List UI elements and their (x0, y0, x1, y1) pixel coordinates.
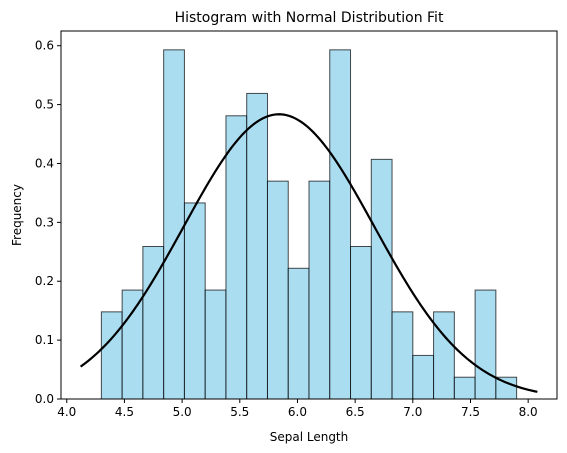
histogram-bar (412, 354, 435, 400)
y-tick-label: 0.3 (35, 215, 54, 229)
histogram-bar (391, 311, 414, 400)
histogram-bar (204, 289, 227, 400)
x-tick-label: 5.0 (173, 405, 192, 419)
histogram-bar (474, 289, 497, 400)
plot-frame (60, 30, 558, 400)
histogram-bar (433, 311, 455, 400)
x-axis-label: Sepal Length (270, 430, 349, 444)
histogram-bar (246, 92, 268, 400)
x-tick-label: 6.0 (288, 405, 307, 419)
histogram-bar (329, 49, 352, 400)
x-tick-label: 6.5 (346, 405, 365, 419)
histogram-bar (100, 311, 123, 400)
histogram-bar (287, 267, 310, 400)
y-tick-label: 0.6 (35, 39, 54, 53)
chart-title: Histogram with Normal Distribution Fit (175, 10, 444, 26)
histogram-bar (453, 376, 476, 400)
y-tick-label: 0.4 (35, 156, 54, 170)
x-tick-label: 8.0 (519, 405, 538, 419)
y-tick-label: 0.0 (35, 392, 54, 406)
histogram-bar (121, 289, 144, 400)
normal-fit-curve (79, 113, 538, 393)
x-tick-label: 4.0 (57, 405, 76, 419)
x-tick-label: 7.0 (403, 405, 422, 419)
histogram-bar (183, 202, 206, 400)
fit-curve-layer (79, 113, 538, 393)
histogram-bar (308, 180, 331, 400)
x-tick-label: 4.5 (115, 405, 134, 419)
histogram-bar (370, 158, 393, 400)
y-tick-label: 0.5 (35, 98, 54, 112)
y-tick-label: 0.1 (35, 333, 54, 347)
histogram-bar (225, 115, 248, 400)
y-axis-ticks: 0.0 0.1 0.2 0.3 0.4 0.5 0.6 (35, 39, 61, 406)
y-axis-label: Frequency (10, 184, 24, 246)
histogram-bar (266, 180, 289, 400)
histogram-bar (350, 246, 372, 400)
histogram-bar (163, 49, 185, 400)
x-tick-label: 5.5 (230, 405, 249, 419)
x-axis-ticks: 4.0 4.5 5.0 5.5 6.0 6.5 7.0 7.5 8.0 (57, 399, 538, 419)
y-tick-label: 0.2 (35, 274, 54, 288)
x-tick-label: 7.5 (461, 405, 480, 419)
